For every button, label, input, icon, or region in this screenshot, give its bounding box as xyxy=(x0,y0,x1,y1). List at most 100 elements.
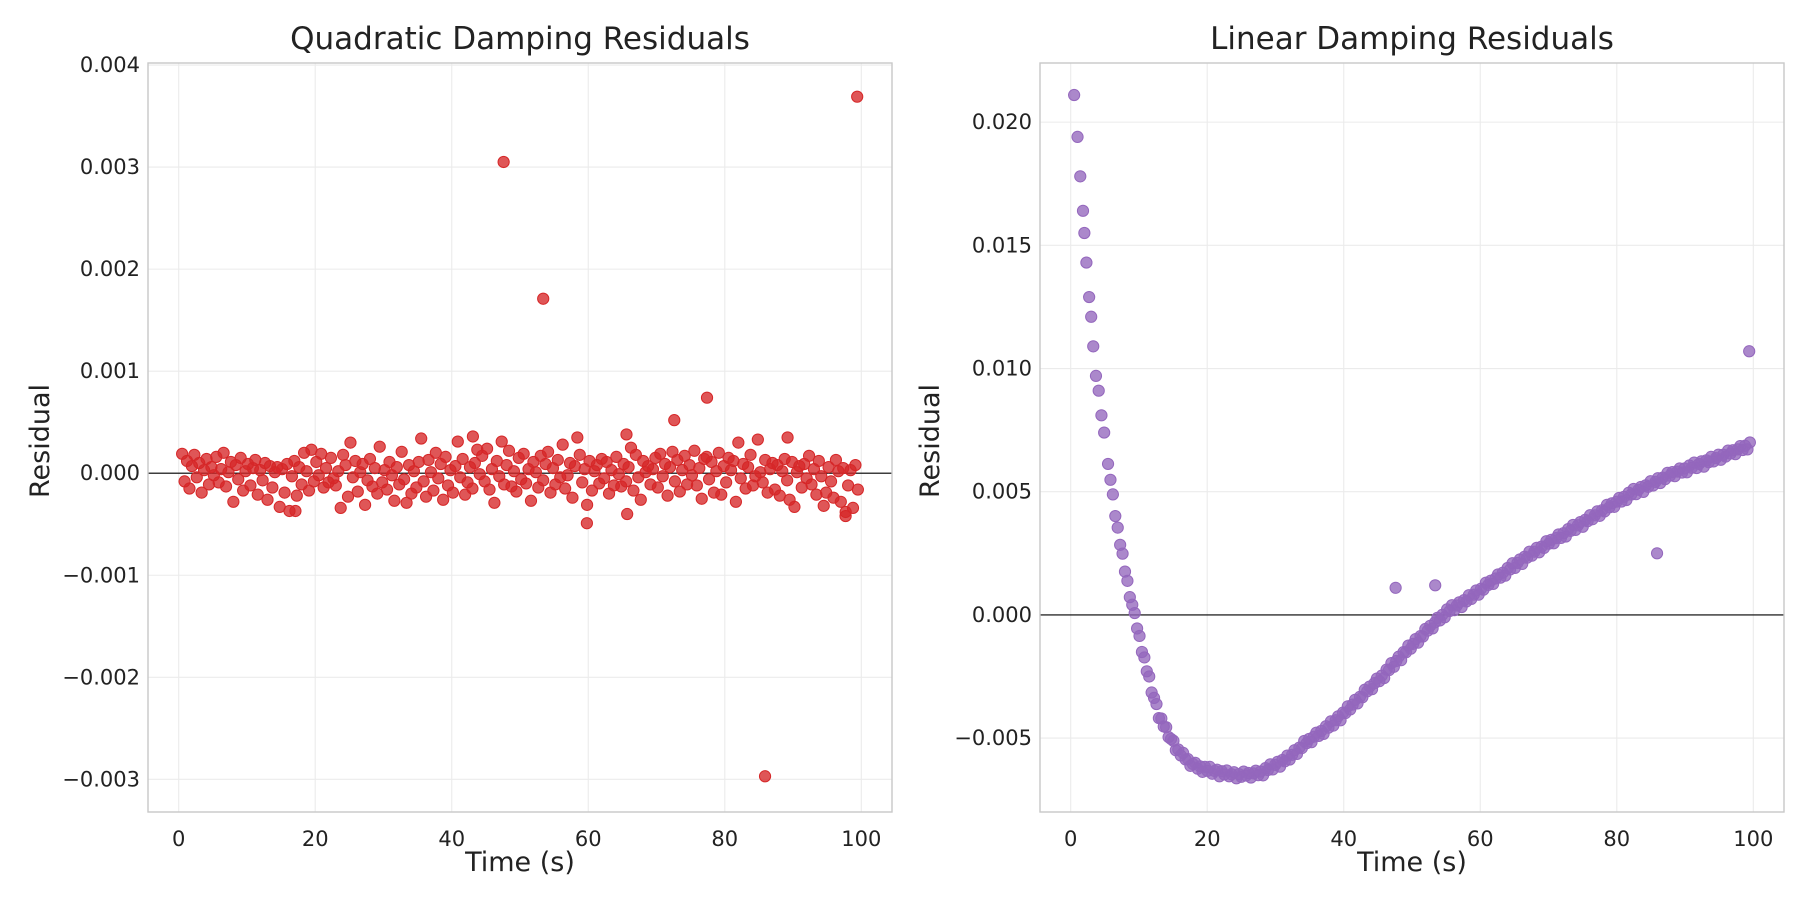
data-point xyxy=(466,430,479,443)
data-point xyxy=(812,454,825,468)
x-tick-label: 40 xyxy=(1330,827,1357,851)
x-tick-label: 100 xyxy=(841,827,881,851)
data-point xyxy=(334,501,347,515)
data-point xyxy=(802,449,816,462)
data-point xyxy=(529,466,542,479)
data-point xyxy=(729,495,743,508)
data-point xyxy=(256,474,269,487)
data-point xyxy=(232,473,245,486)
data-point xyxy=(688,444,701,457)
data-point xyxy=(744,448,757,461)
data-point xyxy=(620,475,633,488)
data-point xyxy=(1087,340,1100,353)
data-point xyxy=(466,482,479,495)
data-point xyxy=(741,460,755,474)
data-points xyxy=(1068,88,1756,785)
data-point xyxy=(415,432,428,445)
data-point xyxy=(312,469,325,482)
data-point xyxy=(1150,697,1163,711)
data-point xyxy=(266,481,279,494)
data-point xyxy=(566,491,579,504)
data-point xyxy=(324,451,338,465)
data-point xyxy=(439,450,452,463)
data-point xyxy=(1085,310,1098,323)
data-point xyxy=(437,493,450,506)
data-point xyxy=(244,479,257,492)
data-point xyxy=(559,482,572,495)
data-point xyxy=(1128,606,1141,620)
x-tick-label: 0 xyxy=(1064,827,1077,851)
data-point xyxy=(398,473,411,486)
data-point xyxy=(495,435,508,448)
data-point xyxy=(756,476,769,489)
data-point xyxy=(673,485,686,498)
data-point xyxy=(285,470,299,483)
data-point xyxy=(1098,426,1111,439)
x-tick-label: 40 xyxy=(438,827,465,851)
data-point xyxy=(351,485,364,498)
data-point xyxy=(1650,547,1664,560)
data-point xyxy=(646,463,660,476)
data-point xyxy=(1743,345,1756,358)
data-point xyxy=(451,435,464,448)
y-tick-label: 0.004 xyxy=(80,53,140,77)
y-tick-label: 0.002 xyxy=(80,257,140,281)
y-tick-label: −0.003 xyxy=(62,767,140,791)
data-point xyxy=(468,456,481,470)
data-point xyxy=(373,440,386,453)
data-point xyxy=(573,448,586,461)
data-point xyxy=(395,445,408,458)
data-point xyxy=(1083,290,1096,304)
data-point xyxy=(620,428,633,441)
plot-frame xyxy=(147,62,893,813)
data-point xyxy=(432,472,445,485)
data-point xyxy=(663,460,677,474)
data-point xyxy=(612,468,625,481)
data-point xyxy=(195,486,208,499)
data-point xyxy=(651,481,664,494)
data-point xyxy=(417,475,430,488)
data-point xyxy=(497,155,510,169)
data-point xyxy=(507,465,521,478)
data-point xyxy=(289,504,302,518)
data-point xyxy=(1071,130,1084,144)
y-tick-labels: −0.005 0.000 0.005 0.010 0.015 0.020 xyxy=(954,110,1032,750)
data-point xyxy=(488,496,501,509)
data-point xyxy=(622,460,635,474)
data-point xyxy=(585,484,599,497)
x-axis-label: Time (s) xyxy=(1356,847,1467,878)
data-point xyxy=(480,442,494,455)
data-point xyxy=(1076,204,1090,217)
data-point xyxy=(344,436,357,449)
data-point xyxy=(358,498,372,511)
data-point xyxy=(580,498,594,511)
data-point xyxy=(720,476,733,489)
data-point xyxy=(610,450,623,463)
data-point xyxy=(219,480,233,493)
x-tick-label: 60 xyxy=(575,827,602,851)
data-point xyxy=(329,479,342,492)
data-point xyxy=(1101,457,1115,471)
data-point xyxy=(1078,226,1091,240)
data-point xyxy=(685,469,699,482)
data-point xyxy=(834,495,847,508)
data-point xyxy=(1068,88,1081,102)
grid xyxy=(148,63,892,812)
data-point xyxy=(715,488,728,501)
data-point xyxy=(556,438,569,451)
data-point xyxy=(1143,670,1156,683)
y-tick-label: −0.001 xyxy=(62,563,140,587)
data-point xyxy=(1116,547,1129,560)
data-point xyxy=(251,488,264,501)
data-point xyxy=(815,470,828,483)
data-point xyxy=(502,444,516,457)
y-tick-label: 0.020 xyxy=(972,110,1032,134)
y-axis-label: Residual xyxy=(915,384,946,498)
data-point xyxy=(846,501,860,515)
data-point xyxy=(449,459,462,473)
data-point xyxy=(1389,581,1402,594)
data-point xyxy=(758,770,772,783)
data-point xyxy=(1429,579,1442,592)
x-tick-label: 60 xyxy=(1467,827,1494,851)
data-point xyxy=(571,431,584,444)
